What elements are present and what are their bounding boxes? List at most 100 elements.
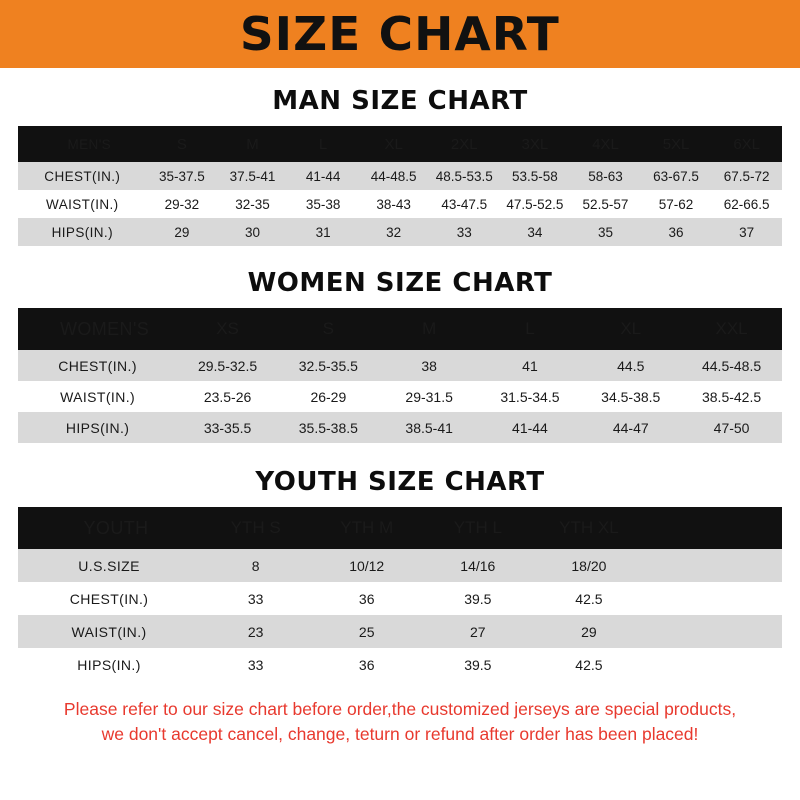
- man-hips-4xl: 35: [597, 224, 613, 240]
- women-table-body: WOMEN'S XS S M L XL XXL CHEST(IN.) 29.5-…: [18, 308, 782, 443]
- women-header-cell-5: XL: [620, 319, 642, 338]
- youth-row-hips-label: HIPS(IN.): [77, 656, 141, 673]
- women-section-title: WOMEN SIZE CHART: [247, 268, 553, 298]
- youth-ussize-spacer: [644, 549, 782, 582]
- women-waist-l: 31.5-34.5: [500, 388, 560, 405]
- women-header-cell-6: XXL: [715, 319, 748, 338]
- man-hips-l: 31: [315, 224, 331, 240]
- youth-ussize-s: 8: [251, 557, 260, 574]
- youth-ussize-l: 14/16: [460, 557, 496, 574]
- youth-waist-l: 27: [470, 623, 486, 640]
- man-header-cell-3: L: [318, 135, 328, 153]
- youth-header-cell-spacer: [644, 507, 782, 549]
- women-header-cell-4: L: [525, 319, 535, 338]
- policy-note-line2: we don't accept cancel, change, teturn o…: [101, 724, 699, 745]
- youth-chest-xl: 42.5: [575, 590, 603, 607]
- youth-row-chest: CHEST(IN.) 33 36 39.5 42.5: [18, 582, 782, 615]
- man-chest-6xl: 67.5-72: [723, 168, 770, 184]
- man-header-cell-8: 5XL: [662, 135, 690, 153]
- man-chest-4xl: 58-63: [588, 168, 623, 184]
- man-chest-m: 37.5-41: [229, 168, 276, 184]
- women-size-table: WOMEN'S XS S M L XL XXL CHEST(IN.) 29.5-…: [18, 308, 782, 443]
- women-row-chest-label: CHEST(IN.): [58, 357, 137, 374]
- man-header-cell-5: 2XL: [450, 135, 478, 153]
- women-hips-l: 41-44: [512, 419, 548, 436]
- youth-row-waist: WAIST(IN.) 23 25 27 29: [18, 615, 782, 648]
- youth-header-cell-2: YTH M: [340, 518, 394, 537]
- man-hips-m: 30: [244, 224, 260, 240]
- youth-header-cell-4: YTH XL: [559, 518, 619, 537]
- women-waist-xxl: 38.5-42.5: [701, 388, 762, 405]
- page-title: SIZE CHART: [240, 7, 560, 61]
- youth-chest-m: 36: [358, 590, 375, 607]
- man-waist-4xl: 52.5-57: [582, 196, 629, 212]
- youth-hips-m: 36: [358, 656, 375, 673]
- man-row-chest-label: CHEST(IN.): [44, 168, 121, 184]
- man-waist-s: 29-32: [164, 196, 200, 212]
- women-table-header-row: WOMEN'S XS S M L XL XXL: [18, 308, 782, 350]
- man-hips-6xl: 37: [739, 224, 755, 240]
- man-waist-3xl: 47.5-52.5: [506, 196, 564, 212]
- youth-table-header-row: YOUTH YTH S YTH M YTH L YTH XL: [18, 507, 782, 549]
- youth-chest-s: 33: [247, 590, 264, 607]
- man-waist-m: 32-35: [235, 196, 270, 212]
- man-header-cell-6: 3XL: [521, 135, 549, 153]
- women-waist-s: 26-29: [310, 388, 347, 405]
- youth-hips-spacer: [644, 648, 782, 681]
- man-row-waist-label: WAIST(IN.): [46, 196, 119, 212]
- man-chest-s: 35-37.5: [158, 168, 205, 184]
- man-row-hips-label: HIPS(IN.): [51, 224, 113, 240]
- man-row-hips: HIPS(IN.) 29 30 31 32 33 34 35 36 37: [18, 218, 782, 246]
- youth-row-chest-label: CHEST(IN.): [69, 590, 149, 607]
- man-header-cell-7: 4XL: [592, 135, 619, 153]
- youth-size-section: YOUTH SIZE CHART YOUTH YTH S YTH M YTH L…: [0, 467, 800, 681]
- youth-row-waist-label: WAIST(IN.): [71, 623, 147, 640]
- youth-header-cell-0: YOUTH: [83, 517, 149, 538]
- women-row-waist-label: WAIST(IN.): [60, 388, 136, 405]
- women-row-chest: CHEST(IN.) 29.5-32.5 32.5-35.5 38 41 44.…: [18, 350, 782, 381]
- women-chest-xl: 44.5: [617, 357, 645, 374]
- man-header-cell-4: XL: [384, 135, 403, 153]
- youth-row-ussize-label: U.S.SIZE: [78, 557, 140, 574]
- women-row-hips-label: HIPS(IN.): [65, 419, 130, 436]
- man-waist-l: 35-38: [305, 196, 341, 212]
- man-chest-xl: 44-48.5: [370, 168, 417, 184]
- youth-ussize-xl: 18/20: [571, 557, 607, 574]
- women-chest-l: 41: [522, 357, 538, 374]
- youth-row-ussize: U.S.SIZE 8 10/12 14/16 18/20: [18, 549, 782, 582]
- youth-hips-l: 39.5: [464, 656, 492, 673]
- youth-ussize-m: 10/12: [349, 557, 385, 574]
- women-header-cell-0: WOMEN'S: [59, 318, 150, 339]
- man-header-cell-0: MEN'S: [67, 136, 112, 152]
- man-hips-s: 29: [174, 224, 190, 240]
- women-waist-xl: 34.5-38.5: [601, 388, 661, 405]
- women-chest-xxl: 44.5-48.5: [701, 357, 762, 374]
- women-chest-m: 38: [421, 357, 437, 374]
- youth-chest-spacer: [644, 582, 782, 615]
- women-hips-xl: 44-47: [612, 419, 649, 436]
- women-hips-m: 38.5-41: [405, 419, 453, 436]
- man-hips-xl: 32: [386, 224, 402, 240]
- policy-note-line1: Please refer to our size chart before or…: [63, 699, 737, 719]
- man-waist-6xl: 62-66.5: [723, 196, 770, 212]
- man-chest-l: 41-44: [305, 168, 341, 184]
- women-hips-s: 35.5-38.5: [298, 419, 358, 436]
- man-size-section: MAN SIZE CHART MEN'S S M L XL 2XL 3XL 4X…: [0, 86, 800, 246]
- man-waist-2xl: 43-47.5: [441, 196, 488, 212]
- man-table-body: MEN'S S M L XL 2XL 3XL 4XL 5XL 6XL CHEST…: [18, 126, 782, 246]
- man-chest-2xl: 48.5-53.5: [435, 168, 493, 184]
- policy-note: Please refer to our size chart before or…: [0, 697, 800, 748]
- banner: SIZE CHART: [0, 0, 800, 68]
- man-chest-5xl: 63-67.5: [653, 168, 699, 184]
- man-waist-xl: 38-43: [376, 196, 411, 212]
- man-header-cell-1: S: [176, 135, 187, 153]
- man-hips-5xl: 36: [668, 224, 684, 240]
- man-size-table: MEN'S S M L XL 2XL 3XL 4XL 5XL 6XL CHEST…: [18, 126, 782, 246]
- man-table-header-row: MEN'S S M L XL 2XL 3XL 4XL 5XL 6XL: [18, 126, 782, 162]
- man-waist-5xl: 57-62: [658, 196, 694, 212]
- women-waist-m: 29-31.5: [405, 388, 453, 405]
- youth-waist-xl: 29: [581, 623, 597, 640]
- man-hips-3xl: 34: [527, 224, 543, 240]
- women-header-cell-3: M: [422, 319, 437, 338]
- youth-size-table: YOUTH YTH S YTH M YTH L YTH XL U.S.SIZE …: [18, 507, 782, 681]
